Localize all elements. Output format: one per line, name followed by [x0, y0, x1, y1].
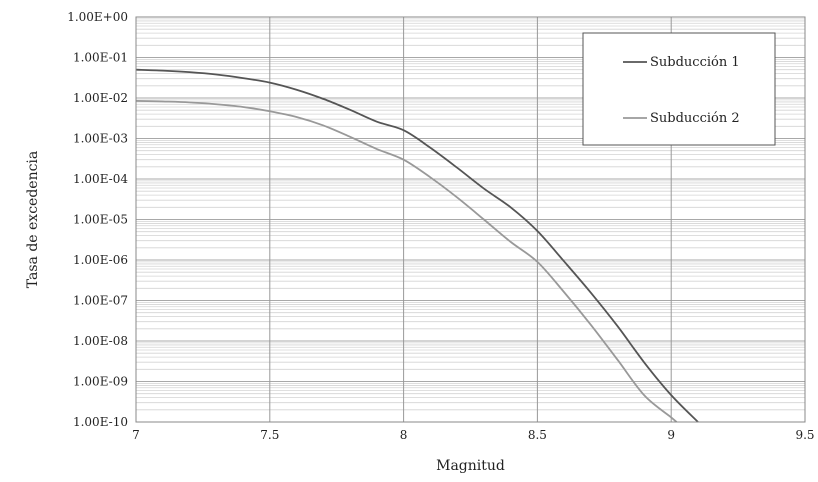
y-tick-label: 1.00E-08 — [73, 334, 128, 348]
y-axis-title: Tasa de excedencia — [25, 151, 41, 289]
x-tick-label: 8 — [400, 428, 408, 442]
y-tick-label: 1.00E+00 — [67, 10, 128, 24]
series-line-1 — [135, 68, 699, 423]
legend: Subducción 1 Subducción 2 — [582, 32, 776, 146]
x-tick-label: 8.5 — [528, 428, 547, 442]
y-tick-label: 1.00E-06 — [73, 253, 128, 267]
y-tick-label: 1.00E-03 — [73, 132, 128, 146]
axis-layer: 1.00E+00 1.00E-01 1.00E-02 1.00E-03 1.00E-04… — [25, 10, 815, 474]
x-tick-label: 7 — [132, 428, 140, 442]
y-tick-label: 1.00E-04 — [73, 172, 128, 186]
y-tick-label: 1.00E-02 — [73, 91, 128, 105]
y-tick-label: 1.00E-01 — [73, 51, 128, 65]
legend-label-2: Subducción 2 — [650, 111, 740, 126]
y-tick-label: 1.00E-10 — [73, 415, 128, 429]
x-axis-title: Magnitud — [436, 458, 505, 474]
x-tick-label: 9 — [667, 428, 675, 442]
series-line-2 — [135, 99, 678, 423]
y-tick-label: 1.00E-05 — [73, 213, 128, 227]
x-tick-label: 7.5 — [260, 428, 279, 442]
legend-label-1: Subducción 1 — [650, 55, 740, 70]
y-tick-label: 1.00E-09 — [73, 375, 128, 389]
x-tick-label: 9.5 — [795, 428, 814, 442]
plot-frame — [135, 16, 806, 423]
legend-box — [582, 32, 776, 146]
y-tick-label: 1.00E-07 — [73, 294, 128, 308]
series-layer — [135, 68, 699, 423]
